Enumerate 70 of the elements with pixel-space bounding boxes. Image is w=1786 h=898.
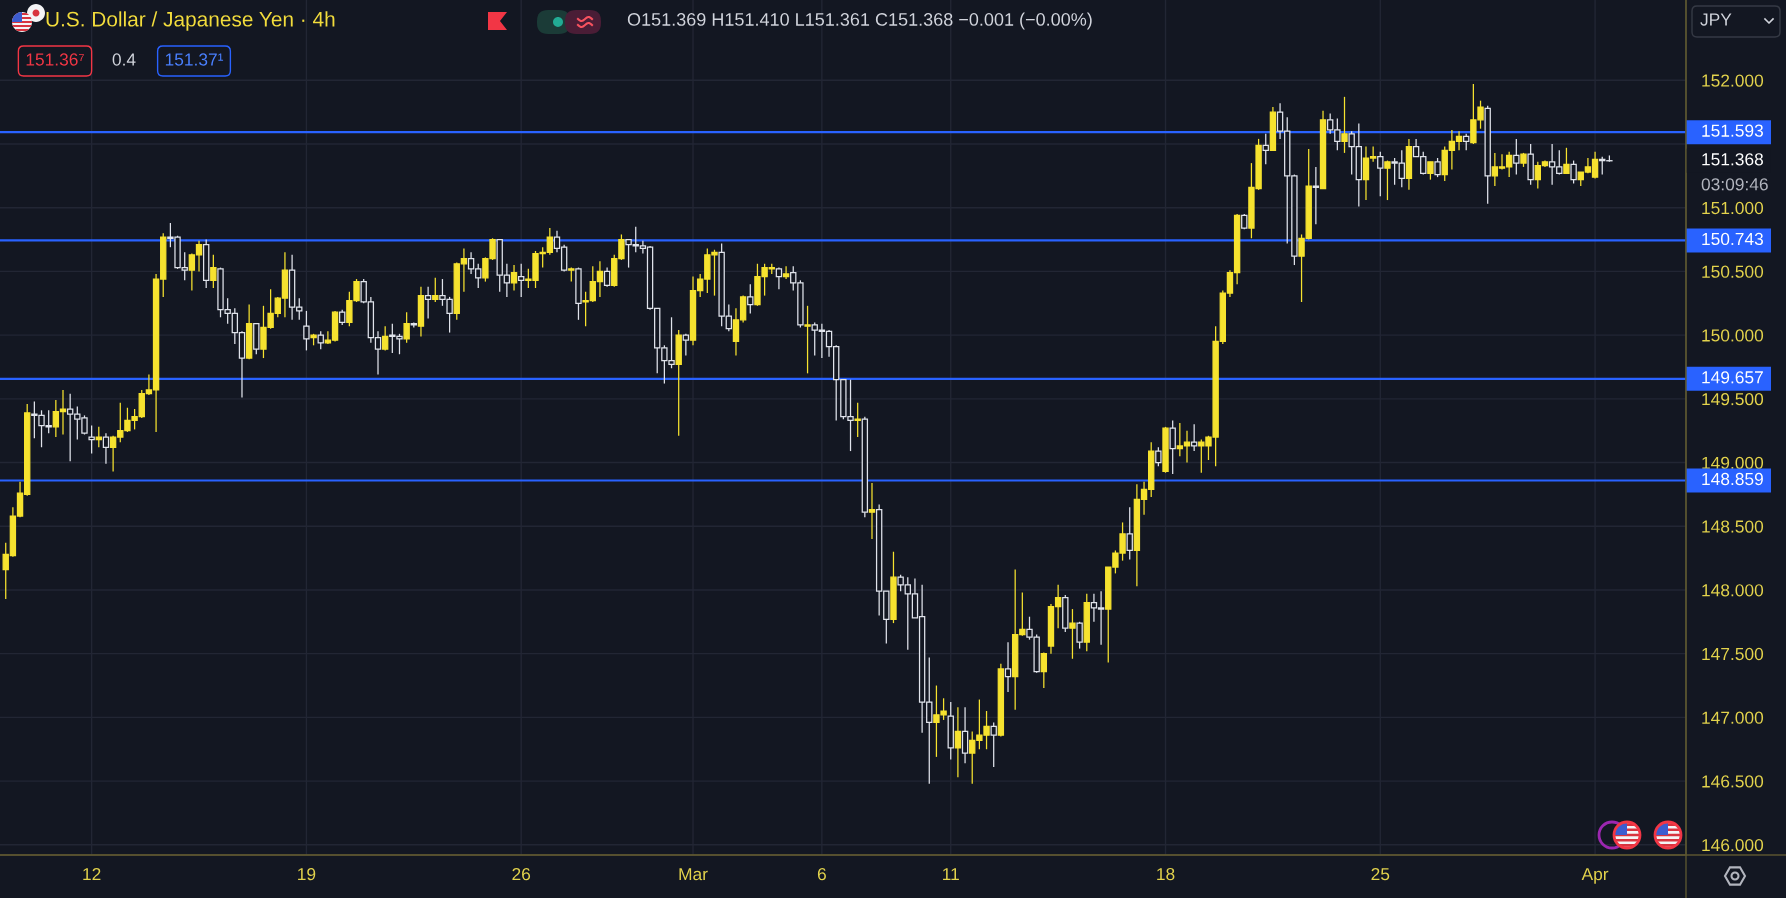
x-tick-label: 25 — [1371, 867, 1390, 881]
candlestick — [1341, 96, 1348, 154]
candlestick — [868, 482, 876, 540]
annotation: 151.36⁷ — [26, 53, 84, 66]
y-tick-label: 151.000 — [1702, 201, 1764, 215]
candlestick — [1262, 133, 1269, 165]
x-tick-label: 18 — [1157, 867, 1175, 881]
candlestick — [403, 311, 410, 344]
y-tick-label: 149.000 — [1702, 456, 1764, 469]
candlestick — [303, 310, 310, 352]
text: JPY — [1700, 13, 1732, 26]
candlestick — [1312, 166, 1320, 225]
x-tick-label: 11 — [943, 868, 959, 881]
candlestick — [1069, 608, 1076, 660]
ref-line-label: 149.657 — [1702, 371, 1763, 384]
candlestick — [1434, 157, 1441, 178]
candlestick — [210, 254, 217, 289]
y-tick-label: 150.500 — [1702, 265, 1764, 278]
candlestick — [782, 265, 790, 280]
candlestick — [1563, 147, 1570, 174]
x-tick-label: Mar — [679, 868, 708, 881]
x-tick-label: Apr — [1581, 868, 1609, 884]
candlestick — [102, 432, 110, 465]
text: U.S. Dollar / Japanese Yen · 4h — [46, 11, 335, 31]
y-tick-label: 152.000 — [1702, 74, 1764, 87]
candlestick — [1513, 138, 1520, 176]
y-tick-label: 149.500 — [1702, 393, 1764, 406]
candlestick — [603, 266, 611, 288]
candlestick — [510, 264, 518, 292]
ref-line-label: 150.743 — [1702, 232, 1763, 246]
x-tick-label: 19 — [298, 867, 316, 881]
candlestick — [424, 286, 432, 320]
candlestick — [1384, 159, 1391, 201]
y-tick-label: 147.000 — [1702, 711, 1764, 724]
candlestick — [954, 706, 962, 778]
candlestick — [517, 263, 525, 298]
candlestick — [381, 325, 389, 352]
y-tick-label: 148.000 — [1702, 584, 1764, 597]
annotation: 0.4 — [112, 53, 136, 66]
x-tick-label: 26 — [512, 867, 531, 881]
x-tick-label: 12 — [83, 867, 101, 881]
candlestick — [1155, 446, 1162, 467]
candlestick — [1377, 151, 1384, 197]
y-tick-label: 148.500 — [1702, 520, 1764, 533]
candlestick — [1126, 506, 1133, 561]
annotation: O151.369 H151.410 L151.361 C151.368 −0.001 (−0.00%) — [627, 12, 1092, 30]
candlestick — [1190, 423, 1198, 452]
candlestick — [1040, 651, 1048, 689]
candlestick — [432, 277, 439, 303]
candlestick — [747, 283, 754, 315]
ref-line-label: 148.859 — [1702, 472, 1763, 486]
candlestick — [95, 426, 102, 448]
candlestick — [88, 424, 95, 455]
y-tick-label: 150.000 — [1702, 329, 1764, 342]
ref-line-label: 151.593 — [1702, 124, 1763, 137]
y-tick-label: 146.500 — [1702, 775, 1764, 788]
candlestick — [1076, 621, 1083, 650]
candlestick — [1004, 641, 1012, 693]
text: 151.368 — [1702, 153, 1763, 166]
text: 03:09:46 — [1701, 178, 1768, 191]
candlestick — [854, 402, 861, 438]
candlestick — [990, 721, 997, 768]
candlestick — [804, 305, 811, 374]
candlestick — [1570, 159, 1577, 185]
y-tick-label: 147.500 — [1702, 647, 1764, 661]
candlestick — [1169, 419, 1176, 475]
y-tick-label: 146.000 — [1702, 838, 1764, 852]
x-tick-label: 6 — [817, 867, 826, 881]
candlestick — [961, 706, 969, 764]
annotation: 151.37¹ — [165, 53, 224, 66]
